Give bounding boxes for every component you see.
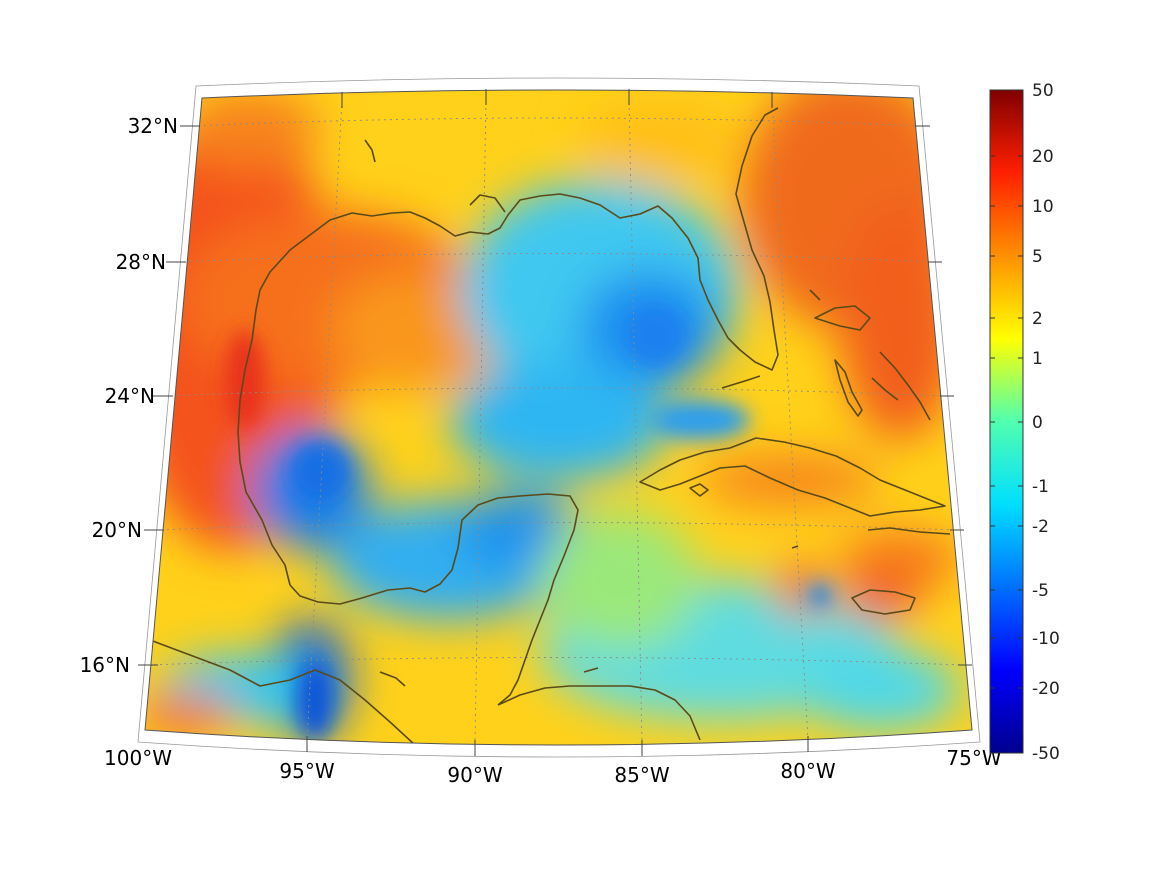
colorbar-gradient [989, 89, 1024, 754]
colorbar-tick-label: -5 [1032, 581, 1049, 601]
colorbar-tick-label: -2 [1032, 517, 1049, 537]
lon-tick-label: 80°W [780, 759, 835, 783]
lon-tick-label: 85°W [614, 763, 669, 787]
lon-tick-label: 100°W [104, 746, 172, 770]
lat-tick-label: 24°N [105, 384, 155, 408]
map-frame [137, 77, 981, 758]
colorbar-tick-label: 0 [1032, 413, 1043, 433]
colorbar-tick-label: -50 [1032, 744, 1060, 764]
lat-tick-label: 32°N [128, 114, 178, 138]
longitude-labels: 100°W 95°W 90°W 85°W 80°W 75°W [104, 746, 1002, 787]
colorbar-tick-label: 2 [1032, 309, 1043, 329]
coastlines [149, 107, 951, 745]
colorbar-ticks [990, 89, 1023, 754]
colorbar-tick-label: -20 [1032, 679, 1060, 699]
colorbar-tick-label: 5 [1032, 247, 1043, 267]
lat-tick-label: 16°N [80, 653, 130, 677]
colorbar-tick-label: -10 [1032, 629, 1060, 649]
colorbar-tick-label: 20 [1032, 147, 1054, 167]
colorbar-tick-label: 1 [1032, 349, 1043, 369]
lat-tick-label: 28°N [116, 250, 166, 274]
lon-tick-label: 95°W [279, 759, 334, 783]
lat-tick-label: 20°N [92, 518, 142, 542]
colorbar-tick-label: 10 [1032, 197, 1054, 217]
lon-tick-label: 90°W [447, 763, 502, 787]
colorbar-tick-label: -1 [1032, 477, 1049, 497]
data-field [145, 90, 972, 745]
graticule [147, 95, 965, 745]
colorbar-tick-label: 50 [1032, 81, 1054, 101]
latitude-labels: 16°N 20°N 24°N 28°N 32°N [80, 114, 178, 677]
